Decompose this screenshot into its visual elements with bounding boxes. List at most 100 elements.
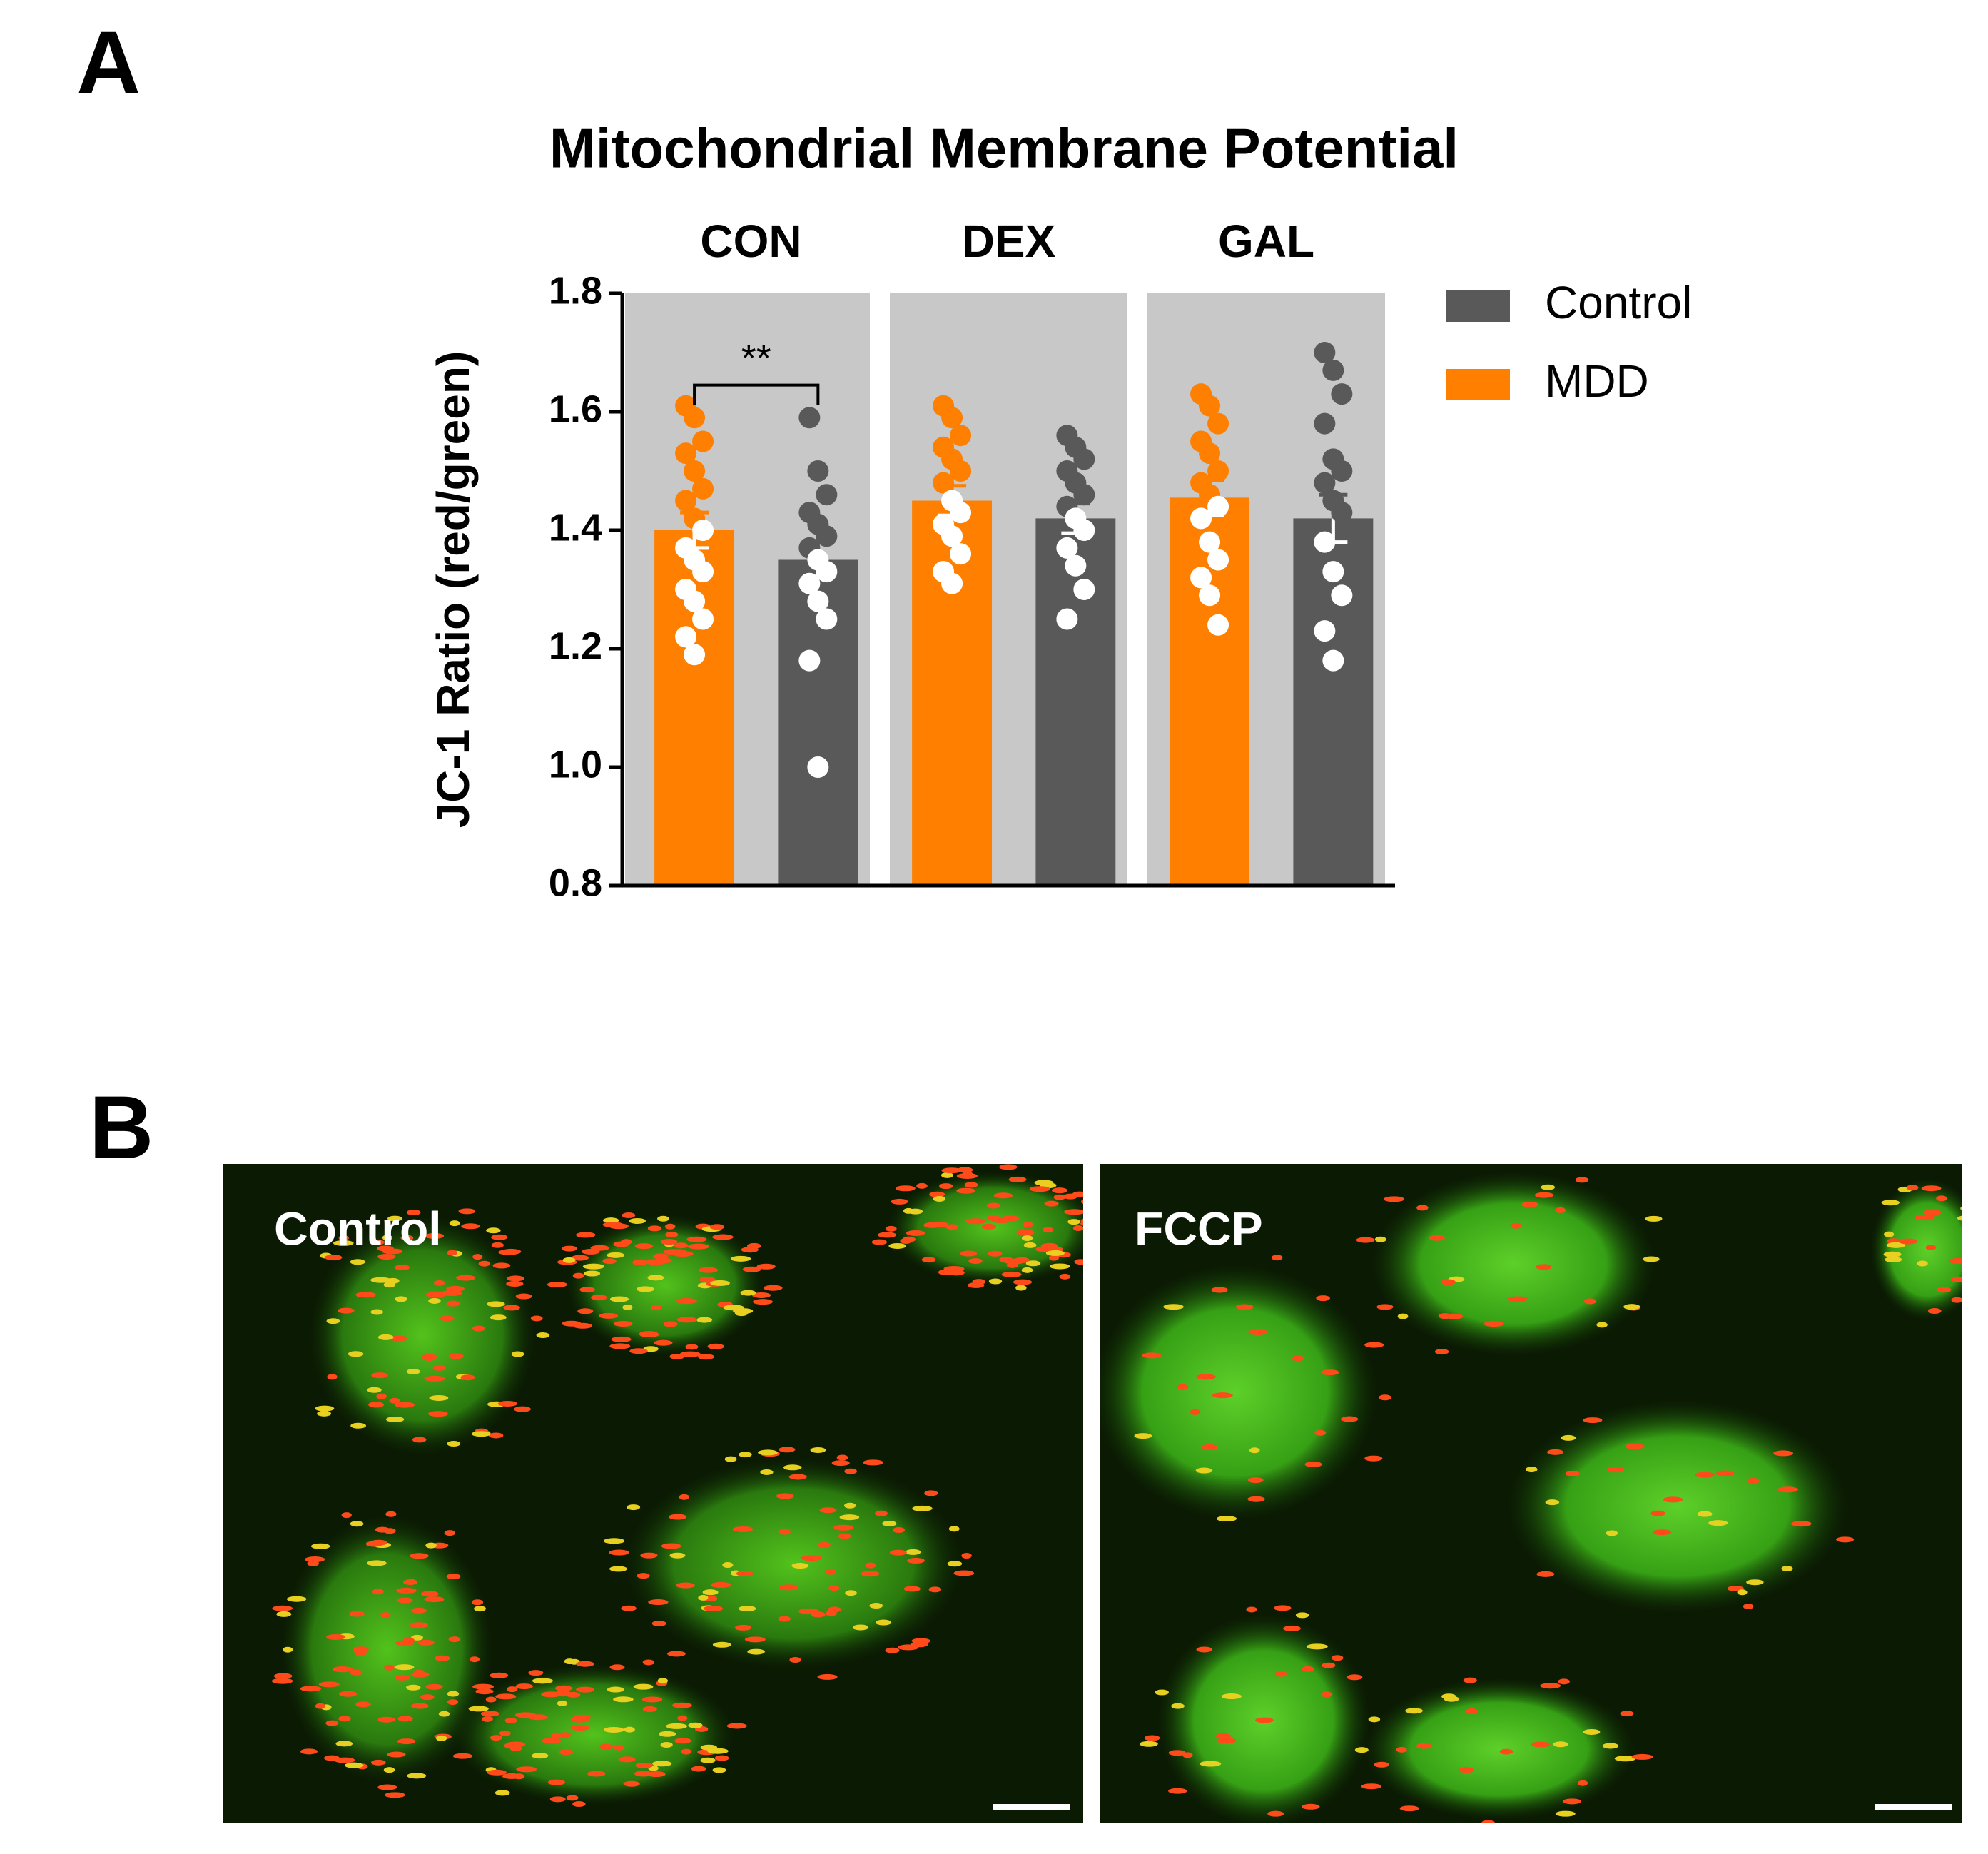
mitochondrion (688, 1722, 703, 1728)
mitochondrion (1023, 1222, 1033, 1228)
mitochondrion (677, 1715, 688, 1721)
micrograph-label: Control (274, 1202, 442, 1255)
data-point (1322, 359, 1344, 381)
mitochondrion (485, 1696, 497, 1703)
y-tick-label: 0.8 (549, 861, 602, 904)
mitochondrion (714, 1755, 729, 1761)
mitochondrion (1970, 1270, 1984, 1276)
mitochondrion (325, 1255, 343, 1261)
mitochondrion (491, 1242, 504, 1248)
mitochondrion (1321, 1691, 1332, 1698)
mitochondrion (555, 1685, 572, 1691)
group-label: CON (700, 216, 801, 267)
mitochondrion (828, 1606, 841, 1613)
mitochondrion (1645, 1215, 1663, 1222)
mitochondrion (440, 1315, 455, 1322)
mitochondrion (446, 1285, 465, 1292)
mitochondrion (1016, 1230, 1035, 1236)
mitochondrion (892, 1527, 906, 1534)
data-point (675, 626, 697, 648)
data-point (1314, 472, 1336, 494)
mitochondrion (325, 1720, 339, 1726)
mitochondrion (776, 1493, 794, 1499)
mitochondrion (739, 1452, 752, 1458)
mitochondrion (570, 1725, 590, 1731)
mitochondrion (1836, 1536, 1855, 1543)
mitochondrion (370, 1759, 386, 1766)
mitochondrion (885, 1225, 897, 1232)
mitochondrion (582, 1248, 600, 1255)
mitochondrion (1190, 1409, 1201, 1415)
mitochondrion (1898, 1238, 1917, 1245)
mitochondrion (1196, 1646, 1212, 1653)
mitochondrion (1021, 1267, 1033, 1273)
mitochondrion (819, 1507, 837, 1514)
mitochondrion (480, 1711, 499, 1717)
data-point (675, 442, 697, 465)
mitochondrion (1715, 1470, 1735, 1476)
data-point (1056, 608, 1078, 630)
mitochondrion (505, 1741, 526, 1748)
mitochondrion (1053, 1194, 1066, 1200)
y-tick-label: 1.2 (549, 624, 602, 667)
mitochondrion (376, 1245, 394, 1252)
mitochondrion (1396, 1746, 1407, 1753)
mitochondrion (350, 1422, 367, 1429)
mitochondrion (366, 1560, 387, 1566)
mitochondrion (902, 1236, 916, 1242)
mitochondrion (429, 1394, 449, 1401)
mitochondrion (1565, 1470, 1580, 1476)
mitochondrion (564, 1658, 575, 1665)
mitochondrion (1949, 1257, 1962, 1264)
data-point (816, 608, 838, 630)
y-axis-label: JC-1 Ratio (red/green) (427, 351, 479, 829)
mitochondrion (861, 1571, 880, 1577)
mitochondrion (609, 1566, 627, 1572)
mitochondrion (939, 1183, 953, 1190)
mitochondrion (324, 1755, 340, 1761)
mitochondrion (637, 1573, 650, 1579)
panel-label: B (89, 1078, 153, 1177)
mitochondrion (395, 1402, 415, 1408)
mitochondrion (385, 1416, 405, 1422)
mitochondrion (1434, 1349, 1449, 1355)
mitochondrion (916, 1182, 928, 1189)
data-point (941, 407, 963, 429)
mitochondrion (371, 1372, 388, 1379)
mitochondrion (276, 1611, 292, 1617)
mitochondrion (380, 1612, 391, 1619)
mitochondrion (924, 1490, 938, 1496)
mitochondrion (554, 1691, 572, 1697)
mitochondrion (875, 1510, 888, 1516)
mitochondrion (609, 1664, 625, 1671)
mitochondrion (1212, 1392, 1233, 1399)
mitochondrion (650, 1305, 662, 1311)
mitochondrion (669, 1552, 686, 1559)
mitochondrion (1063, 1209, 1083, 1215)
mitochondrion (863, 1459, 883, 1466)
mitochondrion (448, 1636, 461, 1643)
mitochondrion (621, 1605, 637, 1611)
mitochondrion (1405, 1708, 1423, 1714)
mitochondrion (310, 1543, 330, 1549)
mitochondrion (1885, 1257, 1902, 1263)
mitochondrion (395, 1265, 410, 1271)
mitochondrion (1302, 1666, 1314, 1672)
mitochondrion (1015, 1285, 1027, 1291)
mitochondrion (1746, 1477, 1760, 1484)
data-point (1056, 537, 1078, 559)
data-point (1073, 579, 1095, 600)
mitochondrion (446, 1574, 461, 1580)
mitochondrion (960, 1250, 978, 1257)
mitochondrion (461, 1223, 480, 1230)
mitochondrion (671, 1251, 694, 1257)
mitochondrion (723, 1305, 744, 1311)
mitochondrion (869, 1603, 883, 1609)
mitochondrion (831, 1460, 850, 1467)
mitochondrion (458, 1208, 476, 1215)
mitochondrion (1781, 1566, 1793, 1572)
data-point (807, 460, 829, 482)
mitochondrion (420, 1694, 435, 1701)
mitochondrion (756, 1263, 776, 1270)
